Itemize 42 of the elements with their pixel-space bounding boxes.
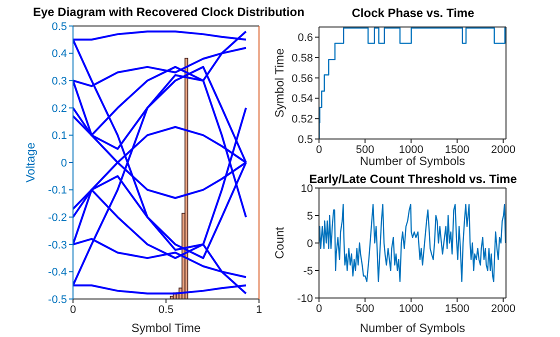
y-tick-label: -0.1: [48, 184, 67, 197]
x-tick-label: 1000: [398, 302, 424, 315]
y-axis-title: Voltage: [23, 142, 38, 183]
y-tick-label: 0.3: [52, 76, 67, 88]
x-tick-label: 0: [316, 144, 322, 156]
y-tick-label: 0: [60, 157, 67, 170]
y-tick-label: 0.58: [292, 52, 313, 64]
y-tick-label: -5: [303, 265, 313, 278]
y-tick-label: 0.2: [52, 102, 67, 115]
x-tick-label: 0: [316, 302, 322, 315]
y-tick-label: 0.1: [52, 130, 67, 142]
x-tick-label: 0.5: [158, 304, 174, 316]
y-tick-label: 0.4: [52, 48, 67, 60]
chart-title: Clock Phase vs. Time: [352, 6, 474, 20]
x-tick-label: 2000: [490, 302, 516, 315]
y-tick-label: 0.5: [298, 134, 313, 146]
x-tick-label: 1500: [444, 144, 470, 156]
chart-title: Eye Diagram with Recovered Clock Distribution: [33, 5, 304, 19]
x-tick-label: 500: [356, 144, 374, 156]
y-tick-label: -0.2: [48, 212, 67, 224]
x-tick-label: 500: [356, 302, 374, 315]
y-tick-label: 0.56: [292, 72, 313, 85]
y-axis-title: Symbol Time: [272, 48, 286, 118]
x-tick-label: 1000: [398, 144, 424, 156]
y-tick-label: 0.54: [292, 93, 313, 106]
y-tick-label: 0: [306, 238, 313, 250]
y-tick-label: 0.6: [298, 32, 313, 44]
y-tick-label: -0.5: [48, 294, 67, 306]
y-tick-label: 5: [306, 210, 313, 222]
y-tick-label: 0.52: [292, 114, 313, 126]
y-tick-label: -0.3: [48, 239, 67, 252]
y-tick-label: 0.5: [52, 20, 67, 33]
x-tick-label: 1: [256, 304, 262, 316]
x-axis-title: Number of Symbols: [360, 321, 466, 335]
x-tick-label: 2000: [490, 144, 516, 156]
x-tick-label: 0: [70, 304, 76, 316]
x-axis-title: Number of Symbols: [360, 154, 466, 168]
x-tick-label: 1500: [444, 302, 470, 315]
y-axis-title: Count: [272, 226, 286, 260]
y-tick-label: -0.4: [48, 266, 67, 279]
x-axis-title: Symbol Time: [131, 321, 201, 335]
y-tick-label: -10: [297, 292, 313, 305]
